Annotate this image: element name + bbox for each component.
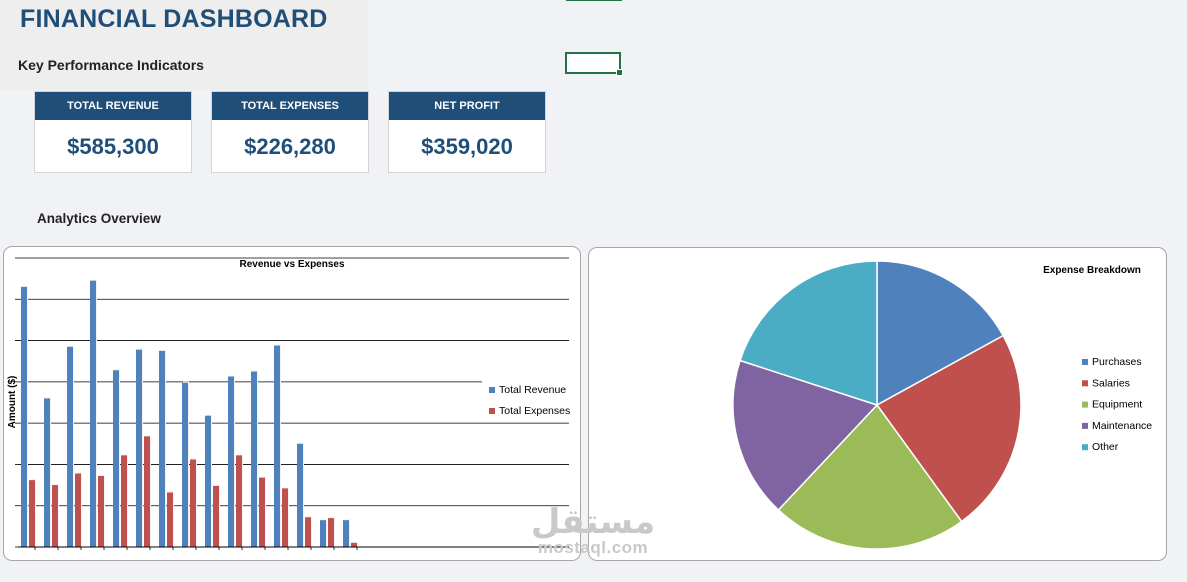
kpi-label: TOTAL EXPENSES [212,92,368,120]
expenses-bar [75,473,81,547]
expenses-bar [236,455,242,547]
expenses-bar [29,480,35,547]
kpi-value: $585,300 [67,134,159,159]
expenses-bar [282,488,288,547]
expenses-bar [213,485,219,547]
bar-legend-label: Total Expenses [499,405,570,417]
revenue-bar [228,376,234,547]
kpi-value: $359,020 [421,134,513,159]
revenue-bar [90,280,96,547]
kpi-label: NET PROFIT [389,92,545,120]
pie-slice-maintenance [732,359,879,512]
revenue-bar [320,520,326,547]
revenue-bar [113,370,119,547]
pie-legend-label: Purchases [1092,356,1142,368]
kpi-label: TOTAL REVENUE [35,92,191,120]
analytics-section-heading: Analytics Overview [37,211,161,226]
expenses-bar [305,517,311,547]
revenue-bar [21,286,27,547]
pie-legend-swatch [1082,359,1088,365]
pie-legend-swatch [1082,422,1088,429]
bar-chart-svg: Revenue vs Expenses Amount ($) Total Reven… [7,257,578,550]
pie-slice-other [739,260,878,407]
column-selection-indicator [566,0,622,1]
bar-legend-box [482,379,578,419]
expenses-bar [98,475,104,547]
pie-chart-title: Expense Breakdown [1043,265,1141,276]
bar-y-axis-label: Amount ($) [7,376,18,429]
expenses-bar [52,485,58,547]
pie-chart-svg: Expense Breakdown Purchases Salaries Equipm… [732,260,1152,550]
pie-slice-equipment [777,403,963,550]
expenses-bar [328,518,334,547]
revenue-bar [297,443,303,547]
revenue-expenses-chart[interactable]: Revenue vs Expenses Amount ($) Total Reven… [3,246,581,561]
kpi-value: $226,280 [244,134,336,159]
revenue-bar [205,415,211,547]
dashboard-title: FINANCIAL DASHBOARD [20,5,328,33]
expenses-bar [144,436,150,547]
expense-breakdown-chart[interactable]: Expense Breakdown Purchases Salaries Equipm… [588,247,1167,561]
pie-slice-purchases [876,260,1005,407]
selected-cell[interactable] [565,52,623,76]
pie-legend-label: Maintenance [1092,420,1152,432]
bar-legend-label: Total Revenue [499,384,566,396]
pie-legend-label: Other [1092,441,1119,453]
pie-legend-swatch [1082,444,1088,451]
title-band [0,0,368,90]
bar-legend-swatch [489,387,495,393]
expenses-bar [167,492,173,547]
expenses-bar [259,477,265,547]
revenue-bar [67,346,73,547]
expenses-bar [190,459,196,547]
revenue-bar [182,382,188,547]
fill-handle[interactable] [616,69,623,76]
expenses-bar [121,455,127,547]
revenue-bar [251,371,257,547]
pie-legend-label: Equipment [1092,399,1142,411]
revenue-bar [44,398,50,547]
kpi-section-heading: Key Performance Indicators [18,57,204,73]
pie-slice-salaries [875,334,1022,523]
bar-legend-swatch [489,408,495,414]
kpi-card-net-profit: NET PROFIT $359,020 [388,91,546,173]
kpi-card-total-revenue: TOTAL REVENUE $585,300 [34,91,192,173]
pie-legend-swatch [1082,401,1088,408]
bar-chart-title: Revenue vs Expenses [239,259,344,270]
kpi-card-total-expenses: TOTAL EXPENSES $226,280 [211,91,369,173]
revenue-bar [136,349,142,547]
revenue-bar [274,345,280,547]
revenue-bar [159,350,165,547]
revenue-bar [343,520,349,547]
expenses-bar [351,542,357,547]
pie-legend-swatch [1082,380,1088,387]
pie-legend-label: Salaries [1092,377,1130,389]
